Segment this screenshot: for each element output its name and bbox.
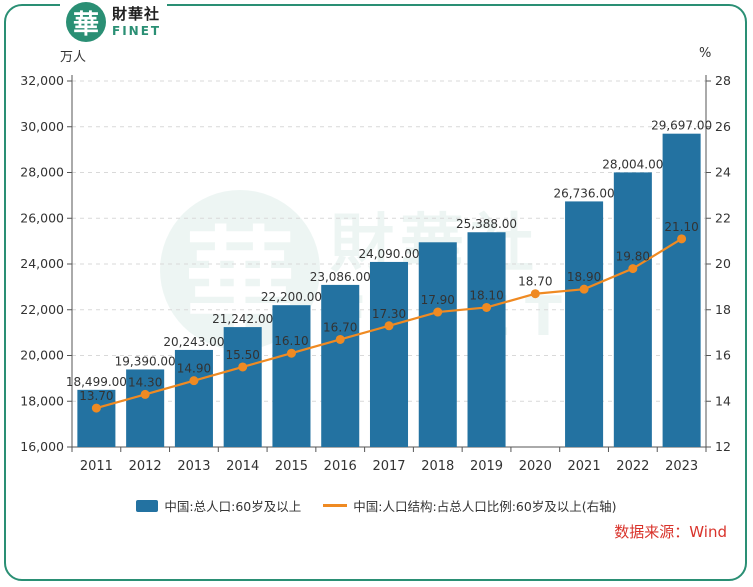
brand-logo-icon: 華: [66, 2, 106, 42]
bar: [223, 327, 262, 447]
line-value-label: 15.50: [226, 348, 260, 362]
left-axis-tick-label: 24,000: [20, 256, 64, 271]
right-axis-tick-label: 18: [715, 302, 731, 317]
bar-value-label: 18,499.00: [66, 375, 127, 389]
x-axis-tick-label: 2016: [324, 459, 357, 474]
bar-value-label: 24,090.00: [358, 247, 419, 261]
x-axis-tick-label: 2020: [519, 459, 552, 474]
bar: [418, 242, 457, 447]
bar: [613, 172, 652, 447]
line-value-label: 13.70: [79, 389, 113, 403]
line-value-label: 14.90: [177, 362, 211, 376]
line-point: [91, 403, 101, 413]
line-point: [482, 302, 492, 312]
bar-value-label: 22,200.00: [261, 290, 322, 304]
right-axis-tick-label: 20: [715, 256, 731, 271]
x-axis-tick-label: 2021: [568, 459, 601, 474]
right-axis-tick-label: 22: [715, 210, 731, 225]
line-point: [677, 234, 687, 244]
bar: [565, 201, 604, 447]
right-axis-tick-label: 16: [715, 348, 731, 363]
line-point: [286, 348, 296, 358]
line-point: [140, 389, 150, 399]
left-axis-tick-label: 32,000: [20, 73, 64, 88]
line-value-label: 19.80: [616, 250, 650, 264]
right-axis-tick-label: 28: [715, 73, 731, 88]
line-point: [628, 264, 638, 274]
bar-value-label: 29,697.00: [651, 119, 712, 133]
x-axis-tick-label: 2018: [421, 459, 454, 474]
x-axis-tick-label: 2012: [129, 459, 162, 474]
legend-item-bar[interactable]: 中国:总人口:60岁及以上: [136, 496, 301, 515]
line-value-label: 21.10: [664, 220, 698, 234]
x-axis-tick-label: 2011: [80, 459, 113, 474]
bar-value-label: 20,243.00: [163, 335, 224, 349]
line-point: [579, 284, 589, 294]
x-axis-tick-label: 2013: [177, 459, 210, 474]
line-value-label: 18.70: [518, 275, 552, 289]
bar: [272, 305, 311, 447]
line-point: [433, 307, 443, 317]
bar-value-label: 28,004.00: [602, 157, 663, 171]
x-axis-tick-label: 2014: [226, 459, 259, 474]
right-axis-tick-label: 12: [715, 439, 731, 454]
left-axis-tick-label: 18,000: [20, 393, 64, 408]
x-axis-tick-label: 2015: [275, 459, 308, 474]
bar-value-label: 26,736.00: [554, 186, 615, 200]
left-axis-tick-label: 26,000: [20, 210, 64, 225]
line-point: [189, 376, 199, 386]
bar-value-label: 23,086.00: [310, 270, 371, 284]
bar: [126, 369, 165, 447]
x-axis-tick-label: 2023: [665, 459, 698, 474]
line-value-label: 16.70: [323, 320, 357, 334]
legend-item-line[interactable]: 中国:人口结构:占总人口比例:60岁及以上(右轴): [323, 496, 617, 515]
brand-name-cn: 財華社: [112, 5, 161, 23]
bar-value-label: 19,390.00: [115, 354, 176, 368]
left-axis-tick-label: 16,000: [20, 439, 64, 454]
line-value-label: 17.30: [372, 307, 406, 321]
right-axis-tick-label: 14: [715, 393, 731, 408]
x-axis-tick-label: 2019: [470, 459, 503, 474]
bar: [662, 133, 701, 447]
right-axis-tick-label: 26: [715, 119, 731, 134]
bar: [467, 232, 506, 447]
line-value-label: 16.10: [274, 334, 308, 348]
right-axis-tick-label: 24: [715, 165, 731, 180]
data-source: 数据来源：Wind: [614, 523, 727, 541]
bar: [174, 349, 213, 447]
x-axis-tick-label: 2017: [372, 459, 405, 474]
left-axis-tick-label: 30,000: [20, 119, 64, 134]
line-value-label: 14.30: [128, 375, 162, 389]
bar: [77, 389, 116, 447]
left-axis-tick-label: 28,000: [20, 165, 64, 180]
bar-value-label: 21,242.00: [212, 312, 273, 326]
legend-line-swatch: [323, 504, 348, 507]
legend-bar-swatch: [136, 499, 159, 512]
line-point: [384, 321, 394, 331]
legend-bar-label: 中国:总人口:60岁及以上: [164, 499, 302, 514]
bar: [321, 284, 360, 447]
legend: 中国:总人口:60岁及以上 中国:人口结构:占总人口比例:60岁及以上(右轴): [0, 496, 753, 515]
bar: [369, 261, 409, 447]
right-axis-unit: %: [699, 46, 712, 61]
line-value-label: 18.10: [469, 288, 503, 302]
brand-logo: 華 財華社 FINET: [60, 0, 168, 44]
brand-name-en: FINET: [112, 24, 162, 38]
line-value-label: 18.90: [567, 270, 601, 284]
left-axis-unit: 万人: [60, 50, 87, 65]
legend-line-label: 中国:人口结构:占总人口比例:60岁及以上(右轴): [353, 499, 617, 514]
line-point: [335, 334, 345, 344]
left-axis-tick-label: 22,000: [20, 302, 64, 317]
bar-value-label: 25,388.00: [456, 217, 517, 231]
line-value-label: 17.90: [421, 293, 455, 307]
line-point: [238, 362, 248, 372]
line-point: [530, 289, 540, 299]
left-axis-tick-label: 20,000: [20, 348, 64, 363]
x-axis-tick-label: 2022: [616, 459, 649, 474]
